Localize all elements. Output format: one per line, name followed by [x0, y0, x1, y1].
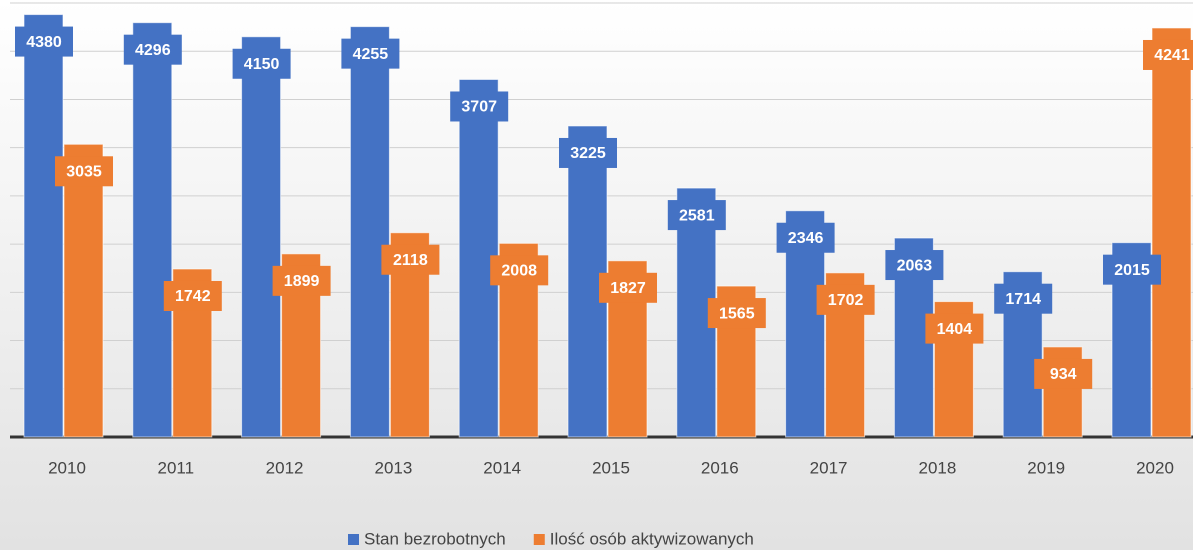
data-label-box	[232, 48, 291, 79]
data-label: 2015	[1114, 262, 1150, 279]
x-tick-label: 2015	[592, 458, 630, 477]
bar	[1151, 27, 1192, 438]
x-tick-label: 2013	[374, 458, 412, 477]
data-label-box	[341, 38, 400, 69]
data-label-box	[1103, 254, 1161, 285]
data-label: 4380	[26, 34, 62, 51]
data-label-box	[272, 265, 331, 296]
bar	[23, 14, 64, 438]
x-tick-label: 2014	[483, 458, 521, 477]
data-label-box	[599, 272, 657, 303]
x-tick-label: 2020	[1136, 458, 1174, 477]
data-label: 4255	[353, 46, 389, 63]
data-label: 1742	[175, 288, 211, 305]
data-label-box	[381, 244, 440, 275]
data-label: 1899	[284, 273, 320, 290]
data-label: 1827	[610, 280, 646, 297]
data-label-box	[559, 137, 617, 168]
data-label: 3035	[66, 164, 102, 181]
x-tick-label: 2018	[918, 458, 956, 477]
data-label-box	[163, 280, 222, 311]
data-label-box	[123, 34, 182, 65]
data-label-box	[667, 200, 726, 231]
data-label: 934	[1050, 366, 1077, 383]
data-label-box	[450, 91, 509, 122]
data-label: 1714	[1005, 291, 1041, 308]
data-label-box	[15, 26, 73, 57]
data-label: 2118	[393, 252, 428, 269]
data-label-box	[55, 156, 113, 187]
bar	[63, 143, 104, 438]
legend-label: Ilość osób aktywizowanych	[550, 529, 754, 548]
data-label: 2346	[788, 230, 824, 247]
x-tick-label: 2012	[266, 458, 304, 477]
data-label: 4150	[244, 56, 280, 73]
data-label-box	[816, 284, 875, 315]
bar	[349, 26, 390, 438]
data-label: 3707	[461, 99, 497, 116]
data-label-box	[925, 313, 984, 344]
x-tick-label: 2010	[48, 458, 86, 477]
x-tick-label: 2011	[158, 458, 195, 477]
data-label: 4241	[1154, 47, 1190, 64]
bar	[241, 36, 282, 438]
data-label: 2063	[897, 257, 933, 274]
data-label: 4296	[135, 42, 171, 59]
data-label-box	[1143, 39, 1193, 70]
data-label: 1702	[828, 292, 864, 309]
data-label-box	[490, 255, 549, 286]
x-tick-label: 2016	[701, 458, 739, 477]
x-tick-label: 2019	[1027, 458, 1065, 477]
data-label-box	[776, 222, 835, 253]
legend-swatch	[533, 534, 545, 545]
legend-swatch	[348, 534, 359, 545]
data-label: 2008	[501, 263, 537, 280]
data-label-box	[707, 298, 766, 329]
data-label: 1404	[937, 321, 973, 338]
data-label: 1565	[719, 305, 755, 322]
data-label-box	[885, 250, 944, 281]
x-tick-label: 2017	[810, 458, 848, 477]
bar	[132, 22, 173, 438]
data-label-box	[994, 283, 1053, 314]
data-label: 2581	[679, 207, 715, 224]
data-label-box	[1034, 358, 1093, 389]
legend-label: Stan bezrobotnych	[364, 529, 506, 548]
data-label: 3225	[570, 145, 606, 162]
